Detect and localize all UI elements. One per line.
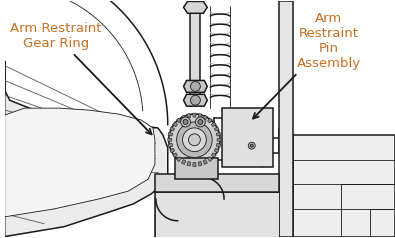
Polygon shape bbox=[168, 132, 173, 136]
Polygon shape bbox=[155, 174, 279, 192]
Circle shape bbox=[169, 114, 220, 165]
Polygon shape bbox=[216, 144, 221, 147]
Polygon shape bbox=[207, 157, 213, 162]
Polygon shape bbox=[187, 114, 191, 118]
Text: Arm Restraint
Gear Ring: Arm Restraint Gear Ring bbox=[10, 22, 152, 134]
Polygon shape bbox=[181, 115, 186, 120]
Circle shape bbox=[181, 117, 190, 127]
Polygon shape bbox=[279, 1, 293, 237]
Polygon shape bbox=[211, 122, 216, 127]
Polygon shape bbox=[214, 148, 219, 153]
Circle shape bbox=[198, 119, 203, 124]
Polygon shape bbox=[193, 162, 196, 166]
Circle shape bbox=[248, 142, 255, 149]
Polygon shape bbox=[207, 118, 213, 123]
Polygon shape bbox=[177, 157, 181, 162]
Polygon shape bbox=[198, 114, 202, 118]
Circle shape bbox=[190, 81, 200, 91]
Polygon shape bbox=[203, 159, 207, 164]
Polygon shape bbox=[203, 115, 207, 120]
Polygon shape bbox=[214, 127, 219, 131]
Polygon shape bbox=[217, 138, 221, 141]
Polygon shape bbox=[170, 127, 175, 131]
Polygon shape bbox=[173, 153, 178, 158]
Polygon shape bbox=[193, 113, 196, 117]
Polygon shape bbox=[170, 148, 175, 153]
Polygon shape bbox=[211, 153, 216, 158]
Polygon shape bbox=[184, 1, 207, 13]
Circle shape bbox=[250, 144, 253, 147]
Polygon shape bbox=[222, 108, 273, 167]
Polygon shape bbox=[177, 118, 181, 123]
Text: Arm
Restraint
Pin
Assembly: Arm Restraint Pin Assembly bbox=[253, 12, 361, 119]
Circle shape bbox=[188, 134, 200, 146]
Polygon shape bbox=[181, 159, 186, 164]
Circle shape bbox=[182, 128, 206, 152]
Polygon shape bbox=[190, 13, 200, 105]
Circle shape bbox=[196, 117, 205, 127]
Polygon shape bbox=[198, 162, 202, 166]
Circle shape bbox=[183, 119, 188, 124]
Polygon shape bbox=[216, 132, 221, 136]
Polygon shape bbox=[5, 61, 168, 237]
Polygon shape bbox=[173, 122, 178, 127]
Polygon shape bbox=[155, 192, 279, 237]
Polygon shape bbox=[184, 80, 207, 92]
Circle shape bbox=[190, 95, 200, 105]
Polygon shape bbox=[175, 158, 218, 179]
Polygon shape bbox=[5, 108, 155, 217]
Polygon shape bbox=[168, 138, 172, 141]
Polygon shape bbox=[168, 144, 173, 147]
Polygon shape bbox=[187, 162, 191, 166]
Circle shape bbox=[177, 122, 212, 158]
Polygon shape bbox=[293, 135, 395, 237]
Polygon shape bbox=[184, 94, 207, 106]
